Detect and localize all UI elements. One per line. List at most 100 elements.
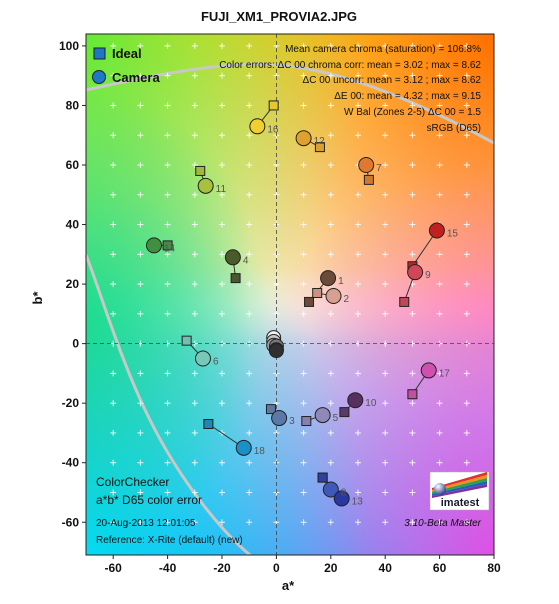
camera-point (407, 264, 424, 281)
camera-point (295, 130, 312, 147)
info-line-4: Reference: X-Rite (default) (new) (96, 535, 243, 546)
legend-camera-marker (92, 70, 106, 84)
x-tick-label: 40 (379, 561, 393, 575)
y-tick-label: -40 (62, 456, 80, 470)
camera-point (146, 237, 162, 254)
x-tick-label: 80 (487, 561, 501, 575)
camera-point (347, 392, 364, 409)
ideal-point (312, 288, 323, 299)
camera-point (194, 350, 211, 367)
camera-point (224, 249, 241, 266)
ideal-point (195, 165, 206, 176)
patch-label: 17 (439, 368, 451, 379)
neutral-series (266, 330, 284, 359)
x-axis-title: a* (282, 578, 295, 593)
y-tick-label: -20 (62, 396, 80, 410)
patch-label: 7 (376, 163, 382, 174)
stats-annotation: Mean camera chroma (saturation) = 106.8%… (219, 44, 481, 134)
patch-label: 9 (425, 270, 431, 281)
ideal-point (314, 142, 325, 153)
imatest-logo: imatest (429, 471, 490, 511)
camera-series (146, 118, 445, 507)
camera-point (333, 490, 350, 507)
patch-label: 8 (341, 488, 347, 499)
plot-background (86, 34, 494, 555)
camera-point (249, 118, 266, 135)
x-tick-label: -40 (159, 561, 177, 575)
camera-point (314, 407, 331, 424)
zero-lines (86, 34, 494, 555)
patch-label: 13 (352, 496, 364, 507)
patch-label: 12 (314, 136, 326, 147)
version-annotation: 3.10-Beta Master (404, 518, 481, 529)
legend-camera-label: Camera (112, 70, 160, 85)
y-tick-label: 80 (66, 98, 80, 112)
neutral-point (268, 343, 284, 359)
x-tick-label: 0 (273, 561, 280, 575)
ideal-point (181, 335, 192, 346)
y-tick-label: 60 (66, 158, 80, 172)
logo-text: imatest (441, 497, 480, 509)
stats-line-5: W Bal (Zones 2-5) ΔC 00 = 1.5 (344, 107, 481, 118)
camera-point (325, 287, 342, 304)
legend: Ideal Camera (92, 46, 160, 85)
ideal-point (304, 296, 315, 307)
info-line-1: ColorChecker (96, 475, 169, 489)
gamut-boundary (84, 62, 495, 557)
patch-label: 14 (164, 243, 176, 254)
y-tick-label: 20 (66, 277, 80, 291)
ideal-point (363, 174, 374, 185)
camera-point (358, 156, 375, 173)
stats-line-3: ΔC 00 uncorr: mean = 3.12 ; max = 8.62 (303, 75, 482, 86)
ideal-point (407, 389, 418, 400)
camera-point (428, 222, 445, 239)
x-tick-label: 60 (433, 561, 447, 575)
y-axis-ticks: 100 80 60 40 20 0 -20 -40 -60 (59, 39, 86, 529)
logo-ball (434, 483, 446, 495)
legend-ideal-marker (93, 47, 106, 60)
patch-label: 1 (338, 276, 344, 287)
x-tick-label: -20 (213, 561, 231, 575)
info-line-3: 20-Aug-2013 12:01:05 (96, 518, 196, 529)
patch-label: 11 (216, 184, 227, 195)
x-tick-label: 20 (324, 561, 338, 575)
ideal-point (265, 404, 276, 415)
ideal-point (399, 296, 410, 307)
plot-frame (85, 33, 495, 556)
ideal-point (317, 472, 328, 483)
y-tick-label: -60 (62, 515, 80, 529)
camera-point (271, 410, 288, 427)
camera-point (197, 177, 214, 194)
camera-point (320, 270, 337, 287)
ideal-point (230, 273, 241, 284)
patch-label: 2 (344, 294, 350, 305)
ideal-series (162, 100, 418, 483)
y-axis-title: b* (30, 291, 45, 305)
ideal-point (339, 407, 350, 418)
chart-info-annotation: ColorChecker a*b* D65 color error 20-Aug… (96, 475, 243, 546)
stats-line-2: Color errors: ΔC 00 chroma corr: mean = … (219, 60, 481, 71)
y-tick-label: 0 (72, 337, 79, 351)
x-axis-ticks: -60 -40 -20 0 20 40 60 80 (105, 555, 501, 575)
patch-label: 15 (447, 228, 459, 239)
x-tick-label: -60 (105, 561, 123, 575)
patch-label: 16 (267, 124, 279, 135)
ideal-point (203, 419, 214, 430)
chart-title: FUJI_XM1_PROVIA2.JPG (201, 9, 357, 24)
stats-line-6: sRGB (D65) (427, 123, 481, 134)
patch-label: 18 (254, 446, 266, 457)
ideal-point (162, 240, 173, 251)
patch-label: 6 (213, 357, 219, 368)
y-tick-label: 40 (66, 218, 80, 232)
y-tick-label: 100 (59, 39, 79, 53)
stats-line-1: Mean camera chroma (saturation) = 106.8% (285, 44, 481, 55)
grid-crosses (110, 42, 470, 526)
ideal-point (268, 100, 279, 111)
camera-point (235, 439, 252, 456)
patch-label: 10 (365, 398, 377, 409)
camera-point (322, 481, 339, 498)
stats-line-4: ΔE 00: mean = 4.32 ; max = 9.15 (334, 91, 481, 102)
